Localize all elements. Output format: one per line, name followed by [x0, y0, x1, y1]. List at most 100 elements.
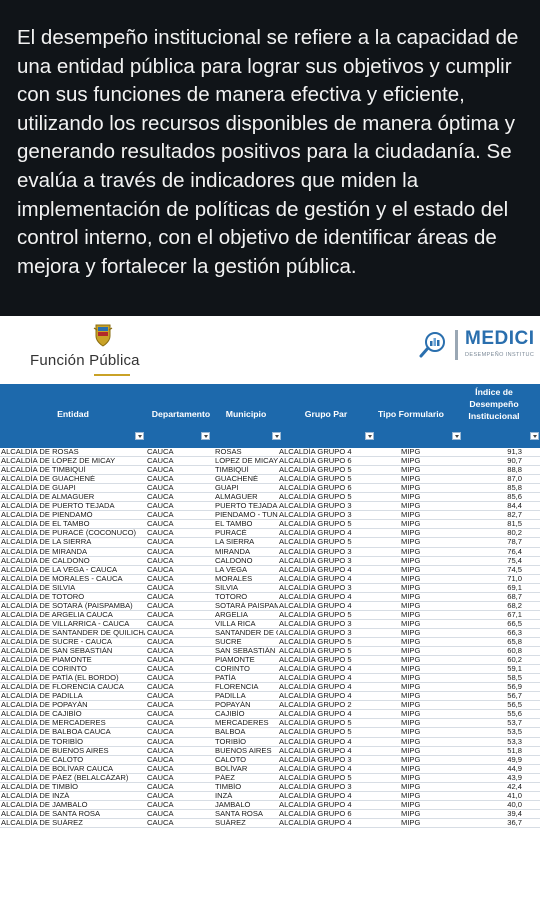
- cell-entidad: ALCALDÍA DE TIMBIQUÍ: [1, 466, 86, 475]
- cell-indice: 51,8: [507, 746, 522, 755]
- cell-grupo-par: ALCALDÍA GRUPO 5: [279, 610, 352, 619]
- cell-departamento: CAUCA: [147, 818, 174, 827]
- cell-grupo-par: ALCALDÍA GRUPO 4: [279, 529, 352, 538]
- cell-municipio: SAN SEBASTIÁN: [215, 647, 276, 656]
- cell-grupo-par: ALCALDÍA GRUPO 3: [279, 547, 352, 556]
- cell-grupo-par: ALCALDÍA GRUPO 3: [279, 502, 352, 511]
- cell-departamento: CAUCA: [147, 583, 174, 592]
- cell-indice: 36,7: [507, 818, 522, 827]
- cell-municipio: ARGELIA: [215, 610, 248, 619]
- cell-departamento: CAUCA: [147, 674, 174, 683]
- cell-municipio: CORINTO: [215, 665, 250, 674]
- cell-entidad: ALCALDÍA DE PIAMONTE: [1, 656, 92, 665]
- cell-tipo-formulario: MIPG: [401, 656, 421, 665]
- cell-entidad: ALCALDÍA DE SANTANDER DE QUILICHAO: [1, 628, 145, 637]
- table-row: ALCALDÍA DE PUERTO TEJADA CAUCA PUERTO TEJ…: [0, 502, 540, 512]
- table-row: ALCALDÍA DE PIAMONTE CAUCA PIAMONTE ALCALDÍ…: [0, 656, 540, 666]
- cell-entidad: ALCALDÍA DE MORALES - CAUCA: [1, 574, 123, 583]
- cell-departamento: CAUCA: [147, 610, 174, 619]
- cell-indice: 60,8: [507, 647, 522, 656]
- cell-departamento: CAUCA: [147, 502, 174, 511]
- cell-municipio: PIENDAMÓ - TUNÍA: [215, 511, 278, 520]
- cell-grupo-par: ALCALDÍA GRUPO 5: [279, 647, 352, 656]
- table-row: ALCALDÍA DE MERCADERES CAUCA MERCADERES ALC…: [0, 719, 540, 729]
- cell-tipo-formulario: MIPG: [401, 502, 421, 511]
- cell-entidad: ALCALDÍA DE INZÁ: [1, 791, 70, 800]
- table-row: ALCALDÍA DE CAJIBÍO CAUCA CAJIBÍO ALCALDÍA …: [0, 710, 540, 720]
- cell-tipo-formulario: MIPG: [401, 764, 421, 773]
- table-row: ALCALDÍA DE SILVIA CAUCA SILVIA ALCALDÍA GR…: [0, 584, 540, 593]
- table-row: ALCALDÍA DE SANTA ROSA CAUCA SANTA ROSA ALC…: [0, 810, 540, 819]
- cell-entidad: ALCALDÍA DE SILVIA: [1, 583, 76, 592]
- cell-indice: 53,7: [507, 719, 522, 728]
- column-header-entidad: Entidad: [57, 409, 89, 419]
- table-row: ALCALDÍA DE CALOTO CAUCA CALOTO ALCALDÍA GR…: [0, 756, 540, 765]
- cell-grupo-par: ALCALDÍA GRUPO 3: [279, 583, 352, 592]
- cell-departamento: CAUCA: [147, 448, 174, 456]
- cell-grupo-par: ALCALDÍA GRUPO 3: [279, 619, 352, 628]
- cell-indice: 78,7: [507, 538, 522, 547]
- cell-tipo-formulario: MIPG: [401, 647, 421, 656]
- cell-entidad: ALCALDÍA DE TOTORÓ: [1, 592, 85, 601]
- cell-indice: 53,5: [507, 728, 522, 737]
- cell-tipo-formulario: MIPG: [401, 746, 421, 755]
- cell-municipio: POPAYÁN: [215, 701, 251, 710]
- caption-area: El desempeño institucional se refiere a …: [0, 0, 540, 316]
- cell-grupo-par: ALCALDÍA GRUPO 5: [279, 493, 352, 502]
- cell-indice: 43,9: [507, 773, 522, 782]
- table-row: ALCALDÍA DE LA VEGA - CAUCA CAUCA LA VEGA A…: [0, 566, 540, 575]
- cell-grupo-par: ALCALDÍA GRUPO 6: [279, 457, 352, 466]
- filter-municipio-button[interactable]: [272, 432, 281, 440]
- cell-municipio: MORALES: [215, 574, 253, 583]
- cell-tipo-formulario: MIPG: [401, 728, 421, 737]
- cell-tipo-formulario: MIPG: [401, 809, 421, 818]
- cell-indice: 42,4: [507, 782, 522, 791]
- table-row: ALCALDÍA DE CORINTO CAUCA CORINTO ALCALDÍA …: [0, 665, 540, 675]
- cell-grupo-par: ALCALDÍA GRUPO 6: [279, 484, 352, 493]
- filter-grupo-par-button[interactable]: [365, 432, 374, 440]
- table-row: ALCALDÍA DE LÓPEZ DE MICAY CAUCA LÓPEZ DE …: [0, 457, 540, 467]
- cell-entidad: ALCALDÍA DE SAN SEBASTIÁN: [1, 647, 113, 656]
- table-row: ALCALDÍA DE TIMBÍO CAUCA TIMBÍO ALCALDÍA GR…: [0, 783, 540, 792]
- cell-municipio: JAMBALÓ: [215, 800, 251, 809]
- cell-indice: 56,9: [507, 683, 522, 692]
- cell-grupo-par: ALCALDÍA GRUPO 4: [279, 601, 352, 610]
- filter-indice-button[interactable]: [530, 432, 539, 440]
- filter-departamento-button[interactable]: [201, 432, 210, 440]
- cell-grupo-par: ALCALDÍA GRUPO 4: [279, 574, 352, 583]
- cell-municipio: ALMAGUER: [215, 493, 258, 502]
- cell-indice: 91,3: [507, 448, 522, 456]
- cell-municipio: INZÁ: [215, 791, 233, 800]
- cell-departamento: CAUCA: [147, 601, 174, 610]
- cell-tipo-formulario: MIPG: [401, 755, 421, 764]
- cell-tipo-formulario: MIPG: [401, 619, 421, 628]
- cell-entidad: ALCALDÍA DE ROSAS: [1, 448, 79, 456]
- cell-municipio: BALBOA: [215, 728, 246, 737]
- cell-tipo-formulario: MIPG: [401, 701, 421, 710]
- cell-departamento: CAUCA: [147, 628, 174, 637]
- cell-municipio: MERCADERES: [215, 719, 269, 728]
- cell-tipo-formulario: MIPG: [401, 493, 421, 502]
- cell-municipio: SOTARÁ PAISPAMBA: [215, 601, 278, 610]
- cell-departamento: CAUCA: [147, 484, 174, 493]
- cell-entidad: ALCALDÍA DE BUENOS AIRES: [1, 746, 109, 755]
- cell-departamento: CAUCA: [147, 637, 174, 646]
- table-row: ALCALDÍA DE ROSAS CAUCA ROSAS ALCALDÍA GRUP…: [0, 448, 540, 458]
- filter-entidad-button[interactable]: [135, 432, 144, 440]
- cell-tipo-formulario: MIPG: [401, 818, 421, 827]
- cell-grupo-par: ALCALDÍA GRUPO 4: [279, 800, 352, 809]
- cell-tipo-formulario: MIPG: [401, 520, 421, 529]
- cell-tipo-formulario: MIPG: [401, 782, 421, 791]
- cell-municipio: PÁEZ: [215, 773, 235, 782]
- cell-tipo-formulario: MIPG: [401, 448, 421, 456]
- cell-entidad: ALCALDÍA DE GUACHENÉ: [1, 475, 96, 484]
- cell-municipio: CALOTO: [215, 755, 247, 764]
- cell-tipo-formulario: MIPG: [401, 683, 421, 692]
- cell-municipio: LA VEGA: [215, 565, 248, 574]
- cell-municipio: EL TAMBO: [215, 520, 253, 529]
- cell-tipo-formulario: MIPG: [401, 466, 421, 475]
- filter-tipo-formulario-button[interactable]: [452, 432, 461, 440]
- table-body: ALCALDÍA DE ROSAS CAUCA ROSAS ALCALDÍA GRUP…: [0, 448, 540, 828]
- brand-underline: [94, 374, 130, 376]
- cell-entidad: ALCALDÍA DE EL TAMBO: [1, 520, 90, 529]
